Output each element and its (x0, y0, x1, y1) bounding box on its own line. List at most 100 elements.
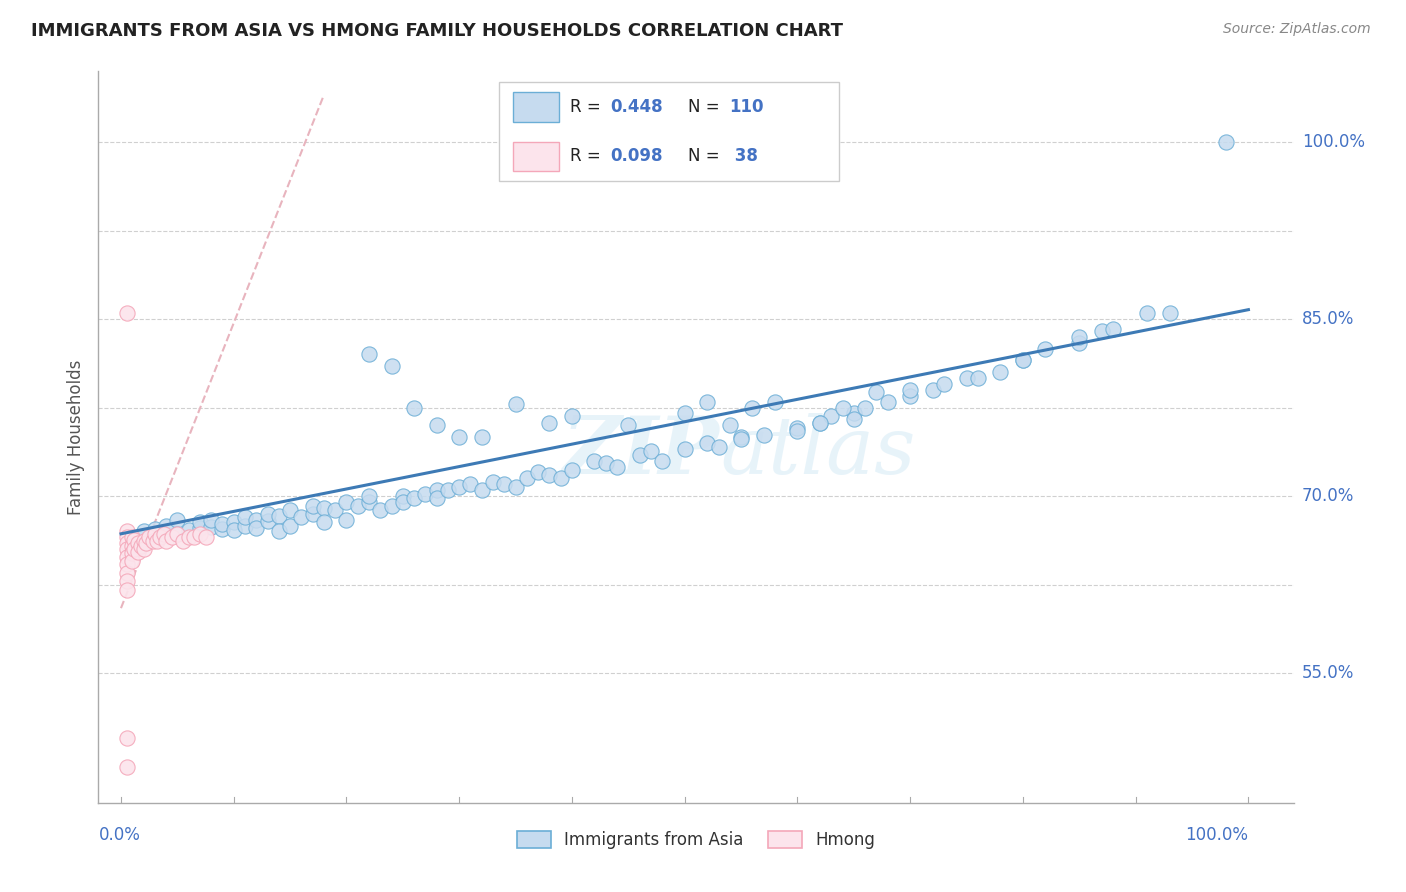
Point (876, 394, 898, 409)
Point (471, 483, 494, 498)
Point (380, 359, 402, 374)
Point (786, 424, 808, 438)
Point (1069, 335, 1091, 350)
Point (335, 513, 357, 527)
Point (561, 409, 583, 423)
Point (1035, 342, 1057, 356)
Point (898, 389, 921, 403)
Point (115, 731, 138, 745)
Point (538, 467, 561, 482)
FancyBboxPatch shape (513, 142, 558, 171)
Point (166, 526, 188, 541)
Point (932, 376, 955, 391)
Point (290, 510, 312, 524)
Point (177, 530, 200, 544)
Point (233, 510, 256, 524)
Point (127, 544, 149, 558)
Point (752, 427, 775, 442)
Point (121, 530, 143, 544)
Point (153, 526, 176, 541)
Point (990, 365, 1012, 379)
Text: 38: 38 (730, 147, 758, 165)
Point (808, 416, 831, 430)
Point (730, 430, 752, 444)
Point (471, 430, 494, 444)
Point (673, 407, 696, 421)
Point (505, 397, 527, 411)
Point (357, 495, 380, 509)
Point (115, 530, 138, 544)
Point (129, 539, 152, 553)
Point (200, 513, 222, 527)
Point (707, 440, 730, 454)
Point (166, 513, 188, 527)
Point (177, 523, 200, 537)
Point (115, 760, 138, 774)
Point (392, 495, 415, 509)
Point (200, 520, 222, 534)
Text: 100.0%: 100.0% (1302, 133, 1365, 151)
Point (1159, 306, 1181, 320)
Point (1102, 321, 1125, 335)
Point (505, 480, 527, 494)
Point (115, 306, 138, 320)
FancyBboxPatch shape (499, 82, 839, 181)
Point (194, 530, 217, 544)
Point (115, 558, 138, 572)
Point (718, 418, 741, 433)
Point (628, 448, 651, 462)
Point (392, 489, 415, 503)
Text: atlas: atlas (720, 413, 915, 491)
Text: R =: R = (571, 147, 606, 165)
Point (278, 518, 301, 533)
Text: R =: R = (571, 98, 606, 116)
Point (121, 554, 143, 568)
Point (1215, 135, 1237, 149)
Text: 85.0%: 85.0% (1302, 310, 1354, 328)
Point (233, 518, 256, 533)
Text: ZIP: ZIP (562, 413, 720, 491)
Point (561, 463, 583, 477)
Point (1091, 324, 1114, 338)
Point (595, 456, 617, 470)
Point (1136, 306, 1159, 320)
Point (188, 526, 211, 541)
Point (426, 418, 449, 433)
Point (183, 530, 205, 544)
Point (115, 574, 138, 588)
Point (115, 524, 138, 539)
Point (955, 371, 977, 385)
Point (301, 507, 323, 521)
Point (115, 542, 138, 557)
Point (583, 453, 606, 467)
Point (404, 491, 426, 506)
Point (245, 521, 267, 535)
Point (741, 401, 763, 415)
Point (211, 517, 233, 532)
Point (115, 583, 138, 598)
Text: 0.448: 0.448 (610, 98, 662, 116)
Point (135, 536, 157, 550)
Point (267, 509, 290, 524)
Point (132, 524, 155, 539)
Point (550, 471, 572, 485)
Point (211, 522, 233, 536)
Point (143, 526, 166, 541)
Point (696, 436, 718, 450)
Point (831, 401, 853, 415)
Point (1012, 353, 1035, 368)
Point (323, 503, 346, 517)
Text: N =: N = (688, 98, 724, 116)
Point (124, 533, 146, 547)
Point (132, 533, 155, 548)
Point (527, 466, 550, 480)
Point (222, 515, 245, 529)
Point (357, 489, 380, 503)
Point (143, 522, 166, 536)
Text: 100.0%: 100.0% (1185, 826, 1249, 845)
Point (368, 503, 391, 517)
Point (516, 471, 538, 485)
Text: Source: ZipAtlas.com: Source: ZipAtlas.com (1223, 22, 1371, 37)
Point (449, 480, 471, 494)
Point (426, 483, 449, 498)
